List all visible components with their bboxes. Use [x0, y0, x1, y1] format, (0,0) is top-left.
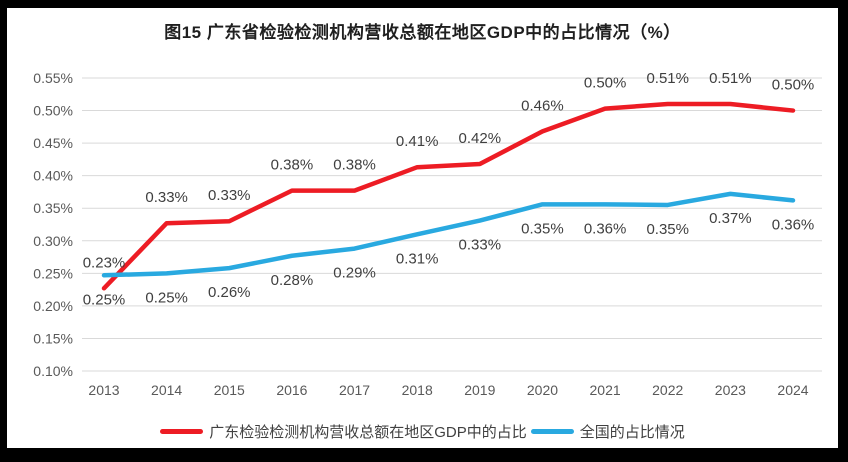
x-axis-tick-label: 2019: [464, 382, 495, 398]
x-axis-tick-label: 2013: [88, 382, 119, 398]
data-label: 0.31%: [396, 250, 439, 267]
data-label: 0.46%: [521, 97, 564, 114]
chart-canvas: 0.55% 0.50% 0.45% 0.40% 0.35% 0.30% 0.25% 0.20%…: [33, 70, 822, 398]
x-axis-tick-label: 2014: [151, 382, 182, 398]
legend-item-guangdong: 广东检验检测机构营收总额在地区GDP中的占比: [160, 421, 527, 442]
data-label: 0.50%: [772, 77, 815, 94]
y-axis-tick-label: 0.30%: [33, 233, 73, 249]
legend-item-national: 全国的占比情况: [530, 421, 685, 442]
y-axis-tick-label: 0.25%: [33, 265, 73, 281]
chart-title: 图15 广东省检验检测机构营收总额在地区GDP中的占比情况（%）: [164, 23, 681, 42]
data-label: 0.36%: [772, 216, 815, 233]
legend-line-swatch-blue: [530, 428, 574, 434]
x-axis-tick-label: 2016: [276, 382, 307, 398]
x-axis-tick-label: 2018: [402, 382, 433, 398]
x-axis-tick-label: 2017: [339, 382, 370, 398]
y-axis-tick-label: 0.10%: [33, 363, 73, 379]
data-label: 0.29%: [333, 265, 376, 282]
data-label: 0.33%: [145, 189, 188, 206]
series-line-guangdong: [101, 101, 796, 291]
y-axis-tick-label: 0.50%: [33, 103, 73, 119]
data-label: 0.41%: [396, 133, 439, 150]
series-line-national: [101, 191, 796, 278]
legend-label-national: 全国的占比情况: [579, 423, 685, 441]
data-label: 0.38%: [333, 157, 376, 174]
data-label: 0.28%: [271, 272, 314, 289]
legend-label-guangdong: 广东检验检测机构营收总额在地区GDP中的占比: [209, 423, 527, 441]
y-axis-tick-label: 0.15%: [33, 330, 73, 346]
data-label: 0.51%: [709, 70, 752, 87]
x-axis-tick-label: 2020: [527, 382, 558, 398]
data-label: 0.33%: [208, 187, 251, 204]
data-label: 0.51%: [646, 70, 689, 87]
x-axis-tick-label: 2024: [777, 382, 808, 398]
data-label: 0.33%: [459, 237, 502, 254]
data-label: 0.42%: [459, 130, 502, 147]
data-label: 0.37%: [709, 210, 752, 227]
data-label: 0.26%: [208, 284, 251, 301]
data-label: 0.50%: [584, 75, 627, 92]
data-label: 0.35%: [646, 221, 689, 238]
data-label: 0.35%: [521, 220, 564, 237]
y-axis-tick-label: 0.20%: [33, 298, 73, 314]
legend: 广东检验检测机构营收总额在地区GDP中的占比 全国的占比情况: [7, 418, 838, 444]
data-label: 0.36%: [584, 220, 627, 237]
x-axis-tick-label: 2021: [590, 382, 621, 398]
data-label: 0.23%: [83, 254, 126, 271]
y-axis-tick-label: 0.55%: [33, 70, 73, 86]
y-axis-tick-label: 0.40%: [33, 168, 73, 184]
x-axis-tick-label: 2022: [652, 382, 683, 398]
data-label: 0.25%: [83, 291, 126, 308]
x-axis-tick-label: 2015: [214, 382, 245, 398]
legend-line-swatch-red: [160, 428, 204, 434]
x-axis-tick-label: 2023: [715, 382, 746, 398]
y-axis-tick-label: 0.35%: [33, 200, 73, 216]
y-axis-tick-label: 0.45%: [33, 135, 73, 151]
data-label: 0.38%: [271, 157, 314, 174]
data-label: 0.25%: [145, 289, 188, 306]
